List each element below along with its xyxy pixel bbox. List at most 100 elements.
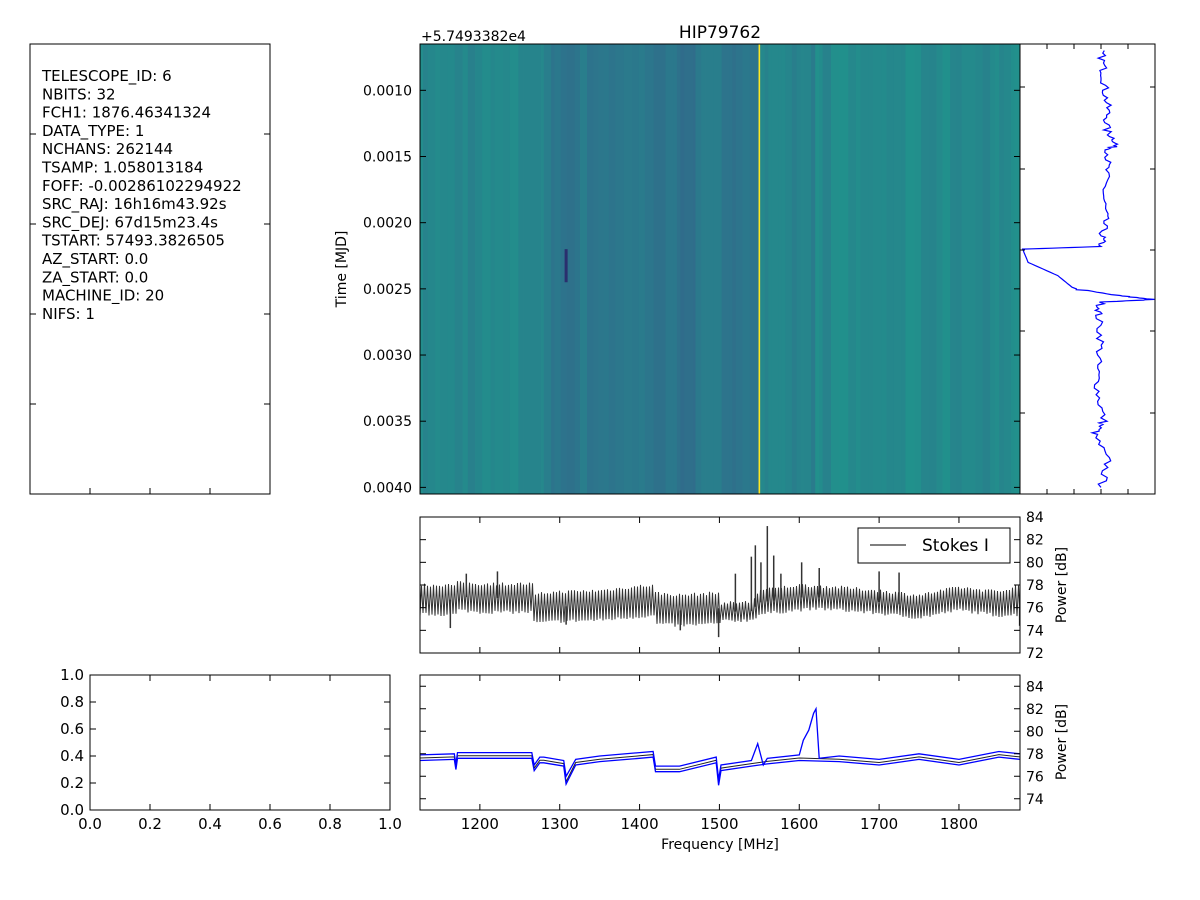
stokes-i-trace — [419, 581, 1021, 627]
header-line: NBITS: 32 — [42, 85, 116, 103]
waterfall-cell — [435, 44, 441, 494]
waterfall-cell — [839, 44, 849, 494]
waterfall-ytick-label: 0.0035 — [363, 414, 412, 430]
waterfall-cell — [975, 44, 984, 494]
waterfall-cell — [653, 44, 661, 494]
waterfall-cell — [1014, 44, 1021, 494]
empty-axes-ytick-label: 0.8 — [60, 693, 84, 711]
empty-axes-xtick-label: 1.0 — [378, 815, 402, 833]
waterfall-cell — [623, 44, 633, 494]
waterfall-cell — [914, 44, 922, 494]
waterfall-cell — [518, 44, 524, 494]
spectrum-ytick-label: 76 — [1026, 601, 1044, 617]
waterfall-cell — [860, 44, 870, 494]
waterfall-cell — [560, 44, 567, 494]
waterfall-cell — [901, 44, 906, 494]
waterfall-cell — [676, 44, 681, 494]
spectrum-minmax-xtick-label: 1600 — [780, 815, 818, 833]
waterfall-y-offset: +5.7493382e4 — [421, 29, 526, 45]
time-series-frame — [1019, 43, 1156, 495]
spectrum-minmax-ytick-label: 80 — [1026, 724, 1044, 740]
spectrum-min-trace — [419, 756, 1021, 787]
waterfall-cell — [721, 44, 730, 494]
header-line: TSTART: 57493.3826505 — [41, 232, 225, 250]
waterfall-cell — [454, 44, 464, 494]
waterfall-cell — [644, 44, 654, 494]
waterfall-cell — [999, 44, 1005, 494]
legend-label: Stokes I — [922, 536, 989, 556]
waterfall-cell — [598, 44, 605, 494]
waterfall-cell — [467, 44, 476, 494]
waterfall-cell — [881, 44, 887, 494]
waterfall-cell — [785, 44, 793, 494]
spectrum-minmax-xlabel: Frequency [MHz] — [661, 837, 779, 853]
spectrum-minmax-ytick-label: 74 — [1026, 792, 1044, 808]
waterfall-cell — [757, 44, 760, 494]
waterfall-cell — [732, 44, 737, 494]
waterfall-cell — [593, 44, 599, 494]
spectrum-line — [419, 526, 1021, 638]
waterfall-ytick-label: 0.0025 — [363, 282, 412, 298]
waterfall-cell — [693, 44, 696, 494]
waterfall-cell — [660, 44, 666, 494]
header-line: AZ_START: 0.0 — [42, 250, 148, 269]
spectrum-y-ticks: 72 74 76 78 80 82 84 — [420, 510, 1044, 662]
waterfall-cell — [447, 44, 456, 494]
waterfall-dark-segment — [564, 249, 568, 283]
waterfall-cell — [921, 44, 931, 494]
waterfall-cell — [615, 44, 625, 494]
waterfall-cell — [523, 44, 532, 494]
waterfall-cell — [848, 44, 857, 494]
waterfall-cell — [423, 44, 429, 494]
spectrum-ytick-label: 74 — [1026, 623, 1044, 639]
waterfall-cell — [778, 44, 782, 494]
spectrum-minmax-xtick-label: 1200 — [461, 815, 499, 833]
waterfall-cell — [440, 44, 449, 494]
header-panel-ticks — [29, 133, 271, 494]
waterfall-ytick-label: 0.0020 — [363, 216, 412, 232]
waterfall-cell — [632, 44, 640, 494]
spectrum-ytick-label: 80 — [1026, 555, 1044, 571]
waterfall-cell — [886, 44, 895, 494]
waterfall-cell — [541, 44, 545, 494]
waterfall-cell — [950, 44, 957, 494]
empty-axes-ticks: 0.0 0.2 0.4 0.6 0.8 1.0 0.0 0.2 0.4 0.6 0.8 1.0 — [60, 666, 402, 833]
waterfall-cell — [475, 44, 483, 494]
waterfall-cell — [1003, 44, 1012, 494]
waterfall-cell — [420, 44, 424, 494]
header-line: TSAMP: 1.058013184 — [41, 159, 203, 177]
spectrum-minmax-lines — [419, 706, 1021, 787]
waterfall-cell — [566, 44, 576, 494]
waterfall-cell — [729, 44, 733, 494]
waterfall-cell — [705, 44, 714, 494]
spectrum-minmax-ytick-label: 78 — [1026, 747, 1044, 763]
waterfall-title: HIP79762 — [679, 23, 761, 43]
waterfall-cell — [800, 44, 805, 494]
header-line: ZA_START: 0.0 — [42, 268, 148, 287]
waterfall-cell — [653, 44, 655, 494]
waterfall-cell — [535, 44, 542, 494]
header-line: MACHINE_ID: 20 — [42, 287, 164, 306]
header-line: FCH1: 1876.46341324 — [42, 104, 211, 122]
spectrum-minmax-ytick-label: 84 — [1026, 679, 1044, 695]
waterfall-cell — [638, 44, 646, 494]
waterfall-cell — [665, 44, 674, 494]
time-series-trace — [1021, 50, 1155, 488]
header-line: NCHANS: 262144 — [42, 140, 173, 158]
time-series-ticks — [1020, 44, 1155, 494]
spectrum-legend: Stokes I — [857, 527, 1011, 564]
waterfall-cell — [494, 44, 504, 494]
empty-axes-xtick-label: 0.6 — [258, 815, 282, 833]
waterfall-cell — [771, 44, 779, 494]
spectrum-ytick-label: 72 — [1026, 646, 1044, 662]
waterfall-ytick-label: 0.0040 — [363, 480, 412, 496]
waterfall-cell — [713, 44, 723, 494]
empty-axes-ytick-label: 0.4 — [60, 747, 84, 765]
waterfall-y-ticks: 0.0010 0.0015 0.0020 0.0025 0.0030 0.0035 0.00… — [363, 83, 1020, 496]
waterfall-cell — [502, 44, 511, 494]
empty-axes-xtick-label: 0.0 — [78, 815, 102, 833]
waterfall-cell — [968, 44, 976, 494]
waterfall-cell — [803, 44, 812, 494]
